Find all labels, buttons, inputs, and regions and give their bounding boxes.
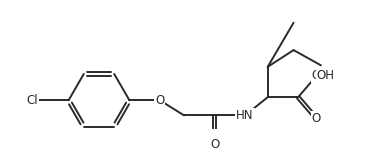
Text: Cl: Cl xyxy=(26,94,38,107)
Text: O: O xyxy=(155,94,164,107)
Text: HN: HN xyxy=(236,109,254,122)
Text: O: O xyxy=(312,69,321,82)
Text: O: O xyxy=(312,112,321,125)
Text: OH: OH xyxy=(317,69,335,82)
Text: O: O xyxy=(210,138,219,150)
